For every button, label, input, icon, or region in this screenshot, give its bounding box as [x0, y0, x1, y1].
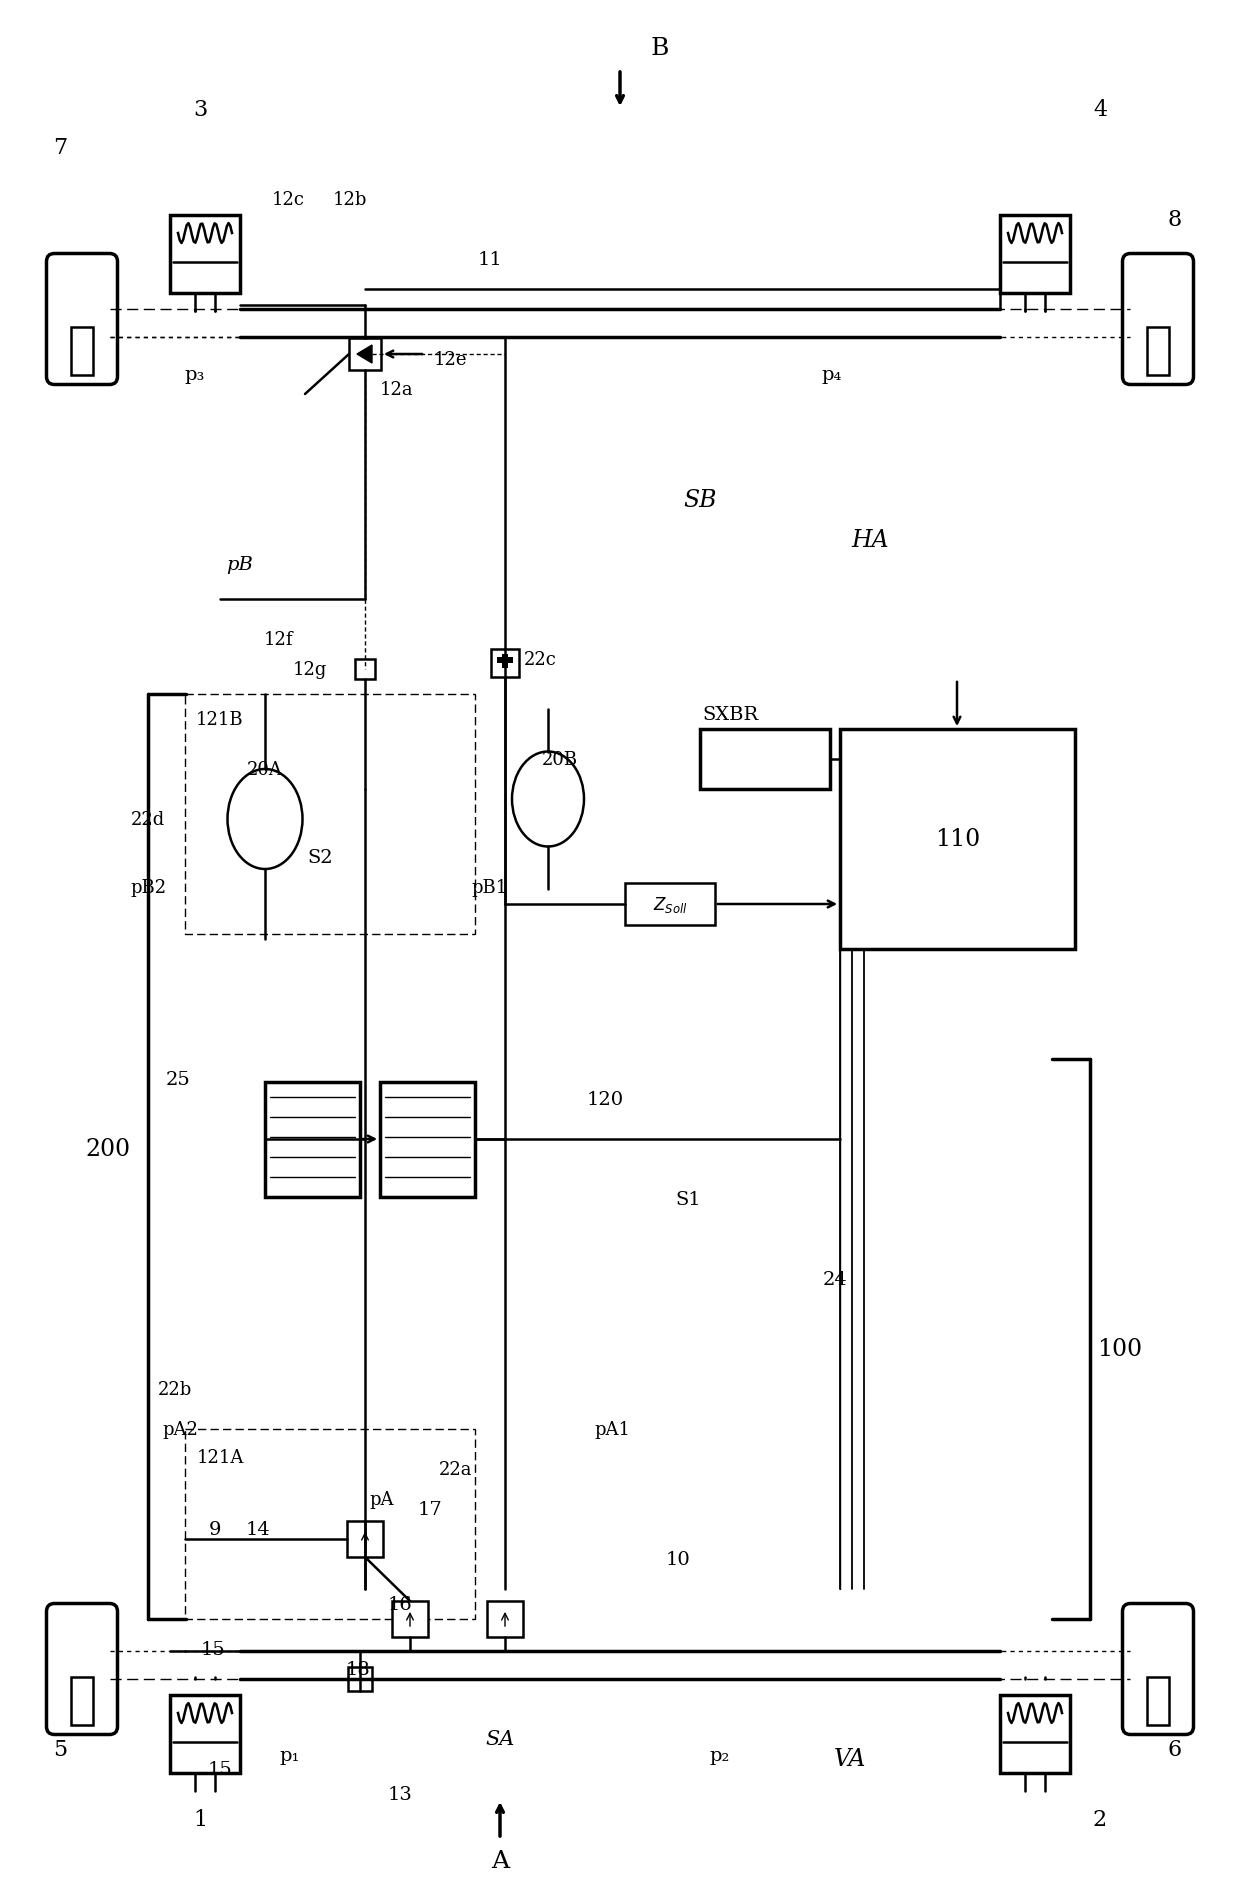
- Text: 11: 11: [477, 250, 502, 269]
- Bar: [487, 1602, 523, 1637]
- Bar: [1147, 1677, 1169, 1726]
- FancyBboxPatch shape: [1122, 254, 1193, 386]
- Text: 15: 15: [201, 1639, 226, 1658]
- Text: 12g: 12g: [293, 661, 327, 679]
- Text: 3: 3: [193, 100, 207, 120]
- Polygon shape: [357, 346, 372, 363]
- Bar: [185, 1428, 475, 1619]
- Text: S2: S2: [308, 849, 332, 866]
- Text: 120: 120: [587, 1090, 624, 1108]
- Text: S1: S1: [676, 1191, 701, 1208]
- Text: p₄: p₄: [822, 365, 842, 384]
- Text: A: A: [491, 1850, 510, 1873]
- Bar: [839, 730, 1075, 950]
- Bar: [348, 1667, 372, 1692]
- Text: 13: 13: [388, 1784, 413, 1803]
- Text: 14: 14: [246, 1521, 270, 1538]
- Text: pA2: pA2: [162, 1421, 198, 1438]
- Text: pB1: pB1: [472, 879, 508, 896]
- Text: 1: 1: [193, 1809, 207, 1829]
- Text: 24: 24: [822, 1270, 847, 1289]
- Bar: [170, 216, 241, 294]
- Bar: [625, 883, 715, 926]
- Ellipse shape: [227, 770, 303, 869]
- Text: 12e: 12e: [433, 350, 466, 369]
- Bar: [185, 694, 475, 935]
- Text: 22d: 22d: [131, 811, 165, 828]
- Text: p₂: p₂: [709, 1746, 730, 1763]
- Bar: [392, 1602, 428, 1637]
- Text: 20A: 20A: [247, 760, 283, 779]
- Text: 9: 9: [208, 1521, 221, 1538]
- Text: 22c: 22c: [523, 651, 557, 668]
- Text: HA: HA: [851, 529, 889, 551]
- Text: pA: pA: [370, 1491, 394, 1507]
- Text: 22a: 22a: [439, 1460, 472, 1477]
- Text: pB: pB: [227, 555, 253, 574]
- Text: SB: SB: [683, 487, 717, 512]
- Text: 5: 5: [53, 1739, 67, 1760]
- Text: 4: 4: [1092, 100, 1107, 120]
- Text: 18: 18: [346, 1660, 371, 1679]
- Text: 200: 200: [86, 1139, 130, 1161]
- Bar: [71, 327, 93, 376]
- Text: 25: 25: [166, 1071, 191, 1088]
- FancyBboxPatch shape: [47, 254, 118, 386]
- FancyBboxPatch shape: [47, 1603, 118, 1735]
- Text: 20B: 20B: [542, 751, 578, 768]
- Bar: [265, 1082, 360, 1197]
- Bar: [701, 730, 830, 790]
- Bar: [497, 657, 513, 664]
- Text: p₃: p₃: [185, 365, 205, 384]
- Text: VA: VA: [833, 1748, 867, 1771]
- Bar: [347, 1521, 383, 1556]
- Text: 15: 15: [207, 1760, 232, 1778]
- Text: 12b: 12b: [332, 190, 367, 209]
- Text: $Z_{Soll}$: $Z_{Soll}$: [652, 894, 687, 915]
- Text: 12f: 12f: [263, 630, 293, 649]
- FancyBboxPatch shape: [1122, 1603, 1193, 1735]
- Text: 100: 100: [1097, 1338, 1142, 1361]
- Bar: [491, 649, 520, 678]
- Text: 2: 2: [1092, 1809, 1107, 1829]
- Bar: [1147, 327, 1169, 376]
- Bar: [999, 216, 1070, 294]
- Bar: [999, 1696, 1070, 1773]
- Text: 110: 110: [935, 828, 981, 851]
- Text: B: B: [651, 36, 670, 60]
- Text: p₁: p₁: [280, 1746, 300, 1763]
- Text: pB2: pB2: [130, 879, 166, 896]
- Text: 7: 7: [53, 137, 67, 158]
- Text: 10: 10: [666, 1551, 691, 1568]
- Text: 12c: 12c: [272, 190, 305, 209]
- Text: SA: SA: [485, 1730, 515, 1748]
- Text: pA1: pA1: [594, 1421, 630, 1438]
- Text: 8: 8: [1168, 209, 1182, 231]
- Bar: [71, 1677, 93, 1726]
- Text: 16: 16: [388, 1596, 413, 1613]
- Bar: [355, 661, 374, 679]
- Text: 12a: 12a: [381, 380, 414, 399]
- Bar: [170, 1696, 241, 1773]
- Text: 22b: 22b: [157, 1380, 192, 1398]
- Text: 6: 6: [1168, 1739, 1182, 1760]
- Text: 121B: 121B: [196, 711, 244, 728]
- Ellipse shape: [512, 753, 584, 847]
- Bar: [379, 1082, 475, 1197]
- Bar: [502, 655, 508, 668]
- Text: 17: 17: [418, 1500, 443, 1519]
- Text: 121A: 121A: [196, 1449, 244, 1466]
- Text: SXBR: SXBR: [702, 706, 758, 723]
- Bar: [348, 339, 381, 371]
